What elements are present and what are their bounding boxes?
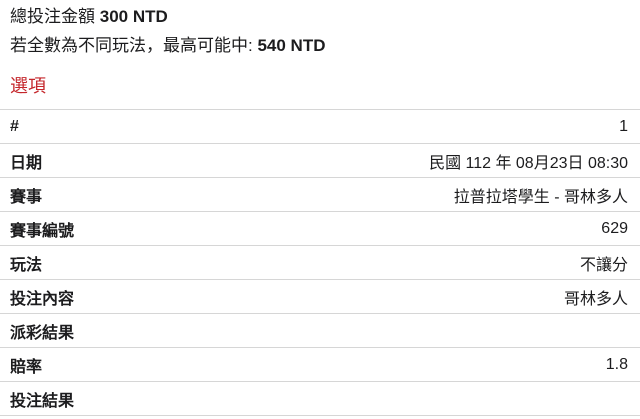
table-row: 日期 民國 112 年 08月23日 08:30 xyxy=(0,144,640,178)
table-row: 賠率 1.8 xyxy=(0,348,640,382)
total-stake-label: 總投注金額 xyxy=(10,7,95,26)
row-label: # xyxy=(10,117,19,135)
table-row: 賽事 拉普拉塔學生 - 哥林多人 xyxy=(0,178,640,212)
max-win-value: 540 NTD xyxy=(257,36,326,55)
max-win-line: 若全數為不同玩法，最高可能中: 540 NTD xyxy=(10,35,628,57)
row-label: 投注結果 xyxy=(10,392,75,410)
max-win-label: 若全數為不同玩法，最高可能中: xyxy=(10,36,253,55)
total-stake-value: 300 NTD xyxy=(99,7,168,26)
row-value: 哥林多人 xyxy=(563,290,628,308)
row-label: 賽事編號 xyxy=(10,222,75,240)
row-label: 投注內容 xyxy=(10,290,75,308)
table-row: 派彩結果 xyxy=(0,314,640,348)
row-value: 民國 112 年 08月23日 08:30 xyxy=(429,154,628,172)
row-value: 1 xyxy=(619,117,628,135)
row-label: 賽事 xyxy=(10,188,43,206)
row-label: 派彩結果 xyxy=(10,324,75,342)
row-value: 拉普拉塔學生 - 哥林多人 xyxy=(453,188,628,206)
ticket-summary-header: 總投注金額 300 NTD 若全數為不同玩法，最高可能中: 540 NTD 選項 xyxy=(0,0,640,98)
row-value: 不讓分 xyxy=(579,256,628,274)
table-row: 投注內容 哥林多人 xyxy=(0,280,640,314)
row-label: 日期 xyxy=(10,154,43,172)
row-label: 玩法 xyxy=(10,256,43,274)
selections-section-title: 選項 xyxy=(10,76,46,96)
row-value: 1.8 xyxy=(605,355,628,373)
table-row: 投注結果 xyxy=(0,382,640,416)
row-label: 賠率 xyxy=(10,358,43,376)
table-row: 賽事編號 629 xyxy=(0,212,640,246)
row-value: 629 xyxy=(601,219,628,237)
table-row: # 1 xyxy=(0,110,640,144)
selection-table: # 1 日期 民國 112 年 08月23日 08:30 賽事 拉普拉塔學生 -… xyxy=(0,109,640,416)
total-stake-line: 總投注金額 300 NTD xyxy=(10,6,628,28)
table-row: 玩法 不讓分 xyxy=(0,246,640,280)
